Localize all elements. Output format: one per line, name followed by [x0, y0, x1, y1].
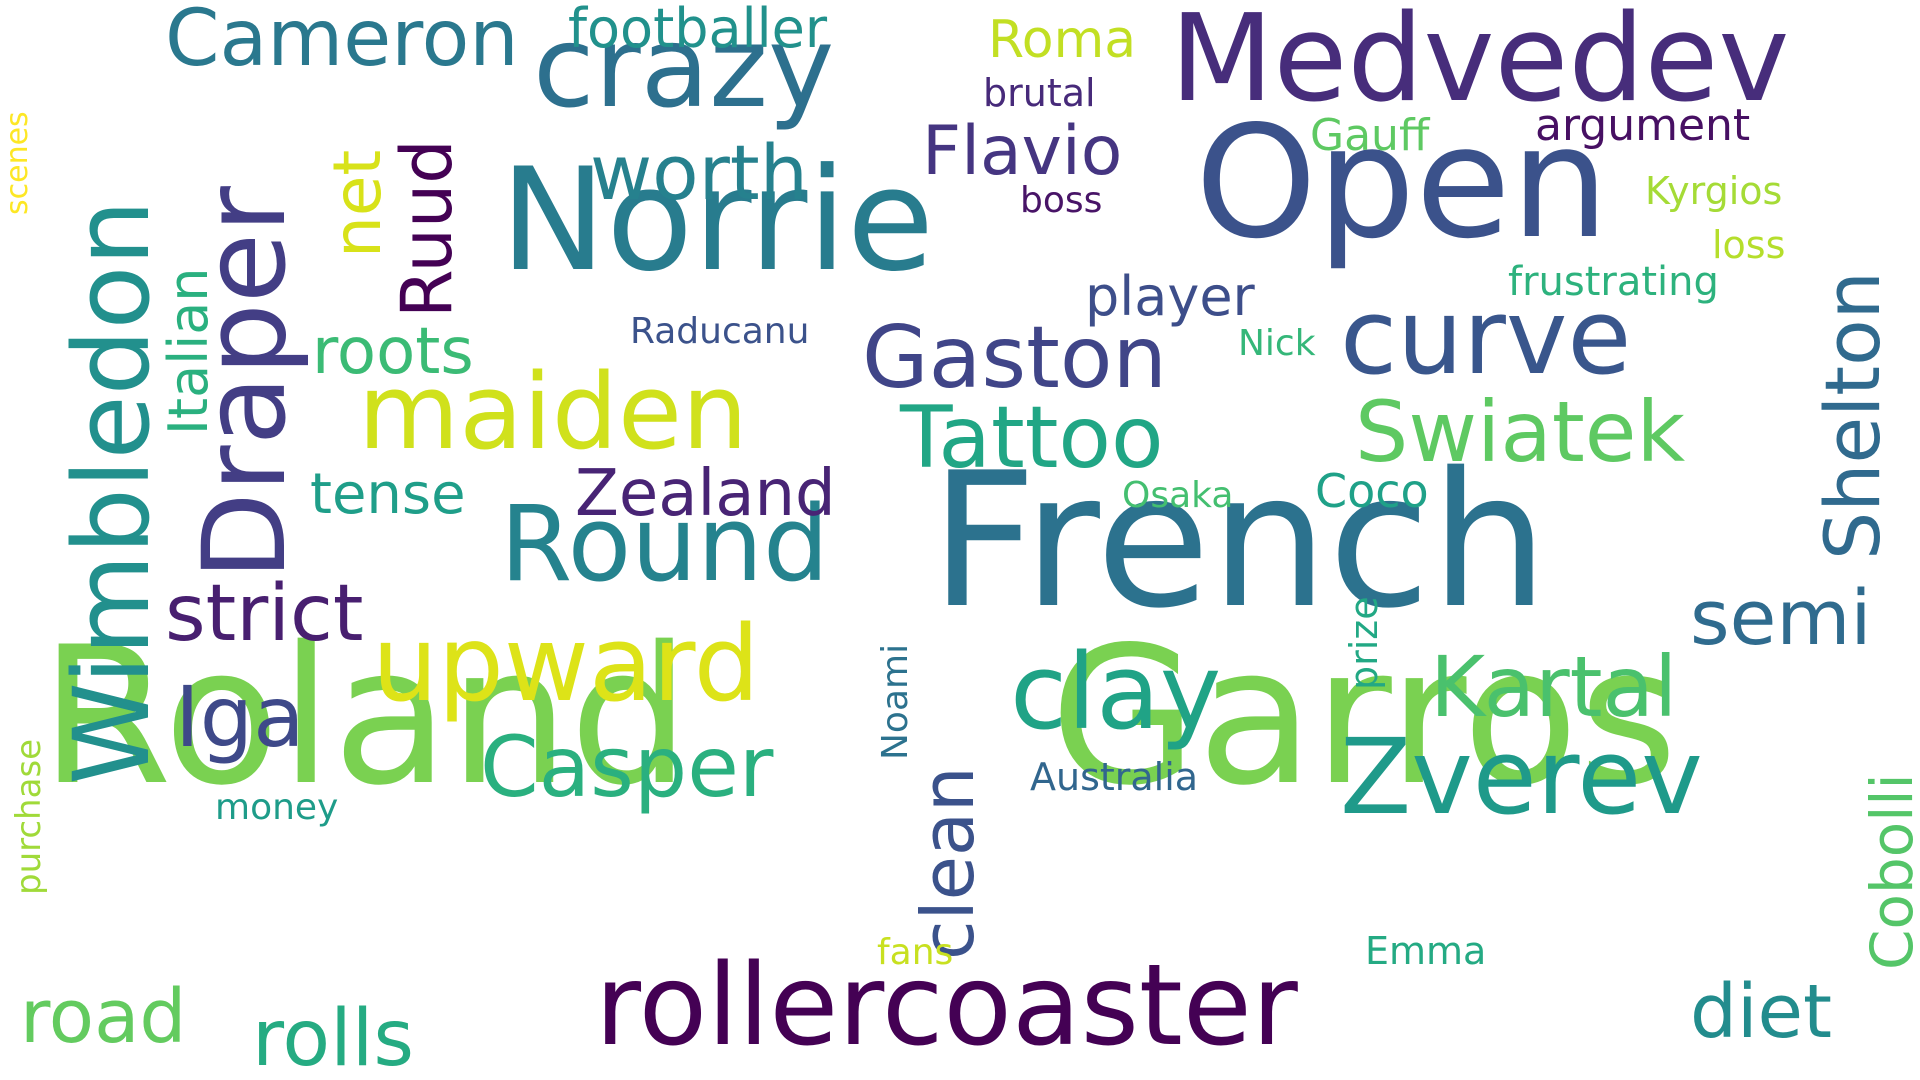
word-scenes: scenes — [0, 111, 35, 215]
word-curve: curve — [1340, 276, 1632, 398]
word-upward: upward — [372, 603, 760, 725]
word-medvedev: Medvedev — [1170, 0, 1790, 129]
word-coco: Coco — [1315, 464, 1429, 518]
word-casper: Casper — [480, 718, 774, 816]
word-rollercoaster: rollercoaster — [595, 941, 1298, 1071]
word-money: money — [215, 787, 339, 828]
word-iga: Iga — [175, 668, 305, 766]
word-roma: Roma — [988, 10, 1137, 70]
word-swiatek: Swiatek — [1355, 383, 1686, 481]
word-wimbledon: Wimbledon — [51, 199, 173, 785]
word-brutal: brutal — [983, 71, 1096, 115]
word-footballer: footballer — [568, 0, 828, 60]
word-roots: roots — [312, 315, 474, 389]
word-net: net — [319, 149, 396, 258]
word-crazy: crazy — [533, 3, 835, 133]
word-emma: Emma — [1365, 929, 1487, 973]
word-gaston: Gaston — [862, 308, 1167, 408]
word-clay: clay — [1010, 631, 1222, 753]
word-zverev: Zverev — [1340, 716, 1703, 838]
word-noami: Noami — [875, 643, 916, 760]
word-gauff: Gauff — [1310, 110, 1430, 161]
word-boss: boss — [1020, 180, 1103, 221]
word-french: French — [930, 432, 1549, 649]
word-purchase: purchase — [9, 738, 49, 895]
word-osaka: Osaka — [1122, 475, 1234, 516]
word-kyrgios: Kyrgios — [1645, 169, 1783, 213]
word-flavio: Flavio — [922, 112, 1123, 191]
word-cameron: Cameron — [165, 0, 519, 84]
word-tense: tense — [310, 462, 466, 527]
word-maiden: maiden — [358, 351, 748, 473]
word-fans: fans — [877, 932, 954, 973]
word-strict: strict — [165, 569, 364, 659]
word-cobolli: Cobolli — [1858, 773, 1920, 970]
word-italian: Italian — [157, 267, 220, 435]
word-australia: Australia — [1030, 755, 1199, 799]
word-road: road — [20, 974, 187, 1060]
word-round: Round — [500, 483, 830, 605]
word-diet: diet — [1690, 969, 1833, 1055]
word-clean: clean — [906, 766, 990, 960]
word-shelton: Shelton — [1808, 271, 1897, 560]
word-raducanu: Raducanu — [630, 311, 810, 352]
word-frustrating: frustrating — [1508, 259, 1719, 305]
word-loss: loss — [1712, 223, 1786, 267]
word-tattoo: Tattoo — [900, 388, 1164, 488]
word-player: player — [1085, 265, 1255, 328]
word-ruud: Ruud — [386, 139, 468, 318]
word-semi: semi — [1690, 573, 1872, 662]
word-nick: Nick — [1238, 323, 1316, 364]
word-worth: worth — [590, 128, 808, 217]
word-garros: Garros — [1050, 606, 1678, 827]
word-prize: prize — [1342, 596, 1386, 690]
word-norrie: Norrie — [500, 138, 935, 303]
word-roland: Roland — [40, 606, 690, 827]
word-argument: argument — [1535, 100, 1751, 151]
word-rolls: rolls — [252, 994, 415, 1080]
word-zealand: Zealand — [575, 457, 836, 531]
word-kartal: Kartal — [1430, 638, 1678, 736]
word-open: Open — [1195, 92, 1609, 273]
